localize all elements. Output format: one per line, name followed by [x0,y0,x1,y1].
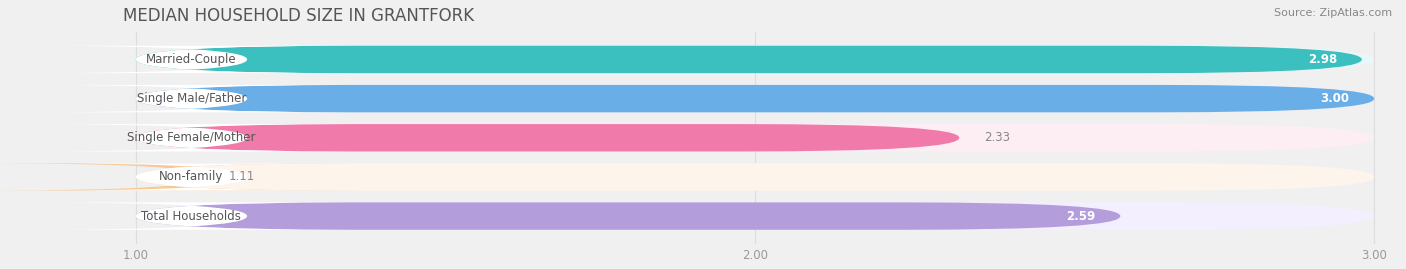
Text: MEDIAN HOUSEHOLD SIZE IN GRANTFORK: MEDIAN HOUSEHOLD SIZE IN GRANTFORK [124,7,474,25]
FancyBboxPatch shape [136,46,1362,73]
FancyBboxPatch shape [31,202,353,230]
Text: Non-family: Non-family [159,171,224,183]
FancyBboxPatch shape [31,85,353,112]
FancyBboxPatch shape [0,163,353,191]
FancyBboxPatch shape [136,85,1374,112]
FancyBboxPatch shape [136,46,1374,73]
Text: Single Female/Mother: Single Female/Mother [127,131,256,144]
Text: Married-Couple: Married-Couple [146,53,236,66]
FancyBboxPatch shape [136,163,1374,191]
FancyBboxPatch shape [136,124,959,151]
Text: Source: ZipAtlas.com: Source: ZipAtlas.com [1274,8,1392,18]
Text: 2.59: 2.59 [1066,210,1095,222]
FancyBboxPatch shape [136,124,1374,151]
FancyBboxPatch shape [136,202,1374,230]
Text: Single Male/Father: Single Male/Father [136,92,246,105]
FancyBboxPatch shape [31,124,353,151]
FancyBboxPatch shape [31,46,353,73]
FancyBboxPatch shape [31,163,353,191]
Text: 3.00: 3.00 [1320,92,1350,105]
Text: 2.98: 2.98 [1308,53,1337,66]
Text: Total Households: Total Households [142,210,242,222]
Text: 2.33: 2.33 [984,131,1010,144]
FancyBboxPatch shape [136,85,1374,112]
FancyBboxPatch shape [136,202,1121,230]
Text: 1.11: 1.11 [229,171,254,183]
